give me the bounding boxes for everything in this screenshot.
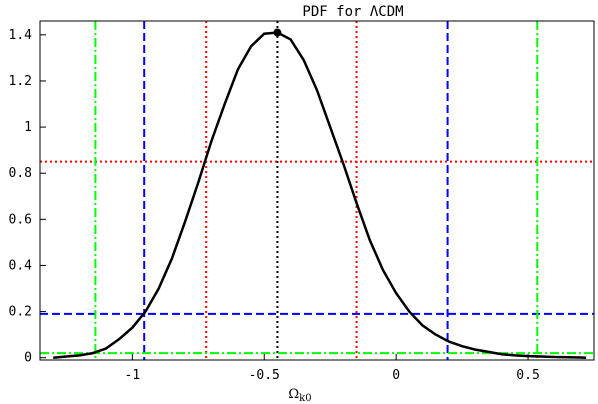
y-tick-label: 0.2 [9, 305, 32, 320]
series-layer [53, 28, 587, 359]
x-axis-label-subscript: k0 [299, 393, 311, 404]
x-axis: -1 -0.5 0 0.5 [125, 354, 540, 383]
y-tick-label: 1.4 [9, 28, 33, 43]
x-axis-label: Ωk0 [288, 387, 311, 404]
y-tick-label: 1.2 [9, 74, 32, 89]
peak-point [273, 28, 282, 37]
y-tick-label: 1 [24, 120, 32, 135]
reference-lines [40, 21, 594, 360]
x-tick-label: -1 [125, 368, 141, 383]
y-tick-label: 0.8 [9, 166, 32, 181]
y-tick-label: 0.4 [9, 258, 33, 273]
series-line-0 [53, 31, 587, 359]
plot-frame [39, 20, 595, 361]
y-axis: 0 0.2 0.4 0.6 0.8 1 1.2 1.4 [9, 28, 46, 366]
x-axis-label-main: Ω [288, 387, 299, 402]
x-tick-label: -0.5 [249, 368, 280, 383]
y-tick-label: 0.6 [9, 212, 32, 227]
y-tick-label: 0 [24, 351, 32, 366]
chart-title: PDF for ΛCDM [302, 4, 403, 20]
x-tick-label: 0 [392, 368, 400, 383]
x-tick-label: 0.5 [516, 368, 539, 383]
